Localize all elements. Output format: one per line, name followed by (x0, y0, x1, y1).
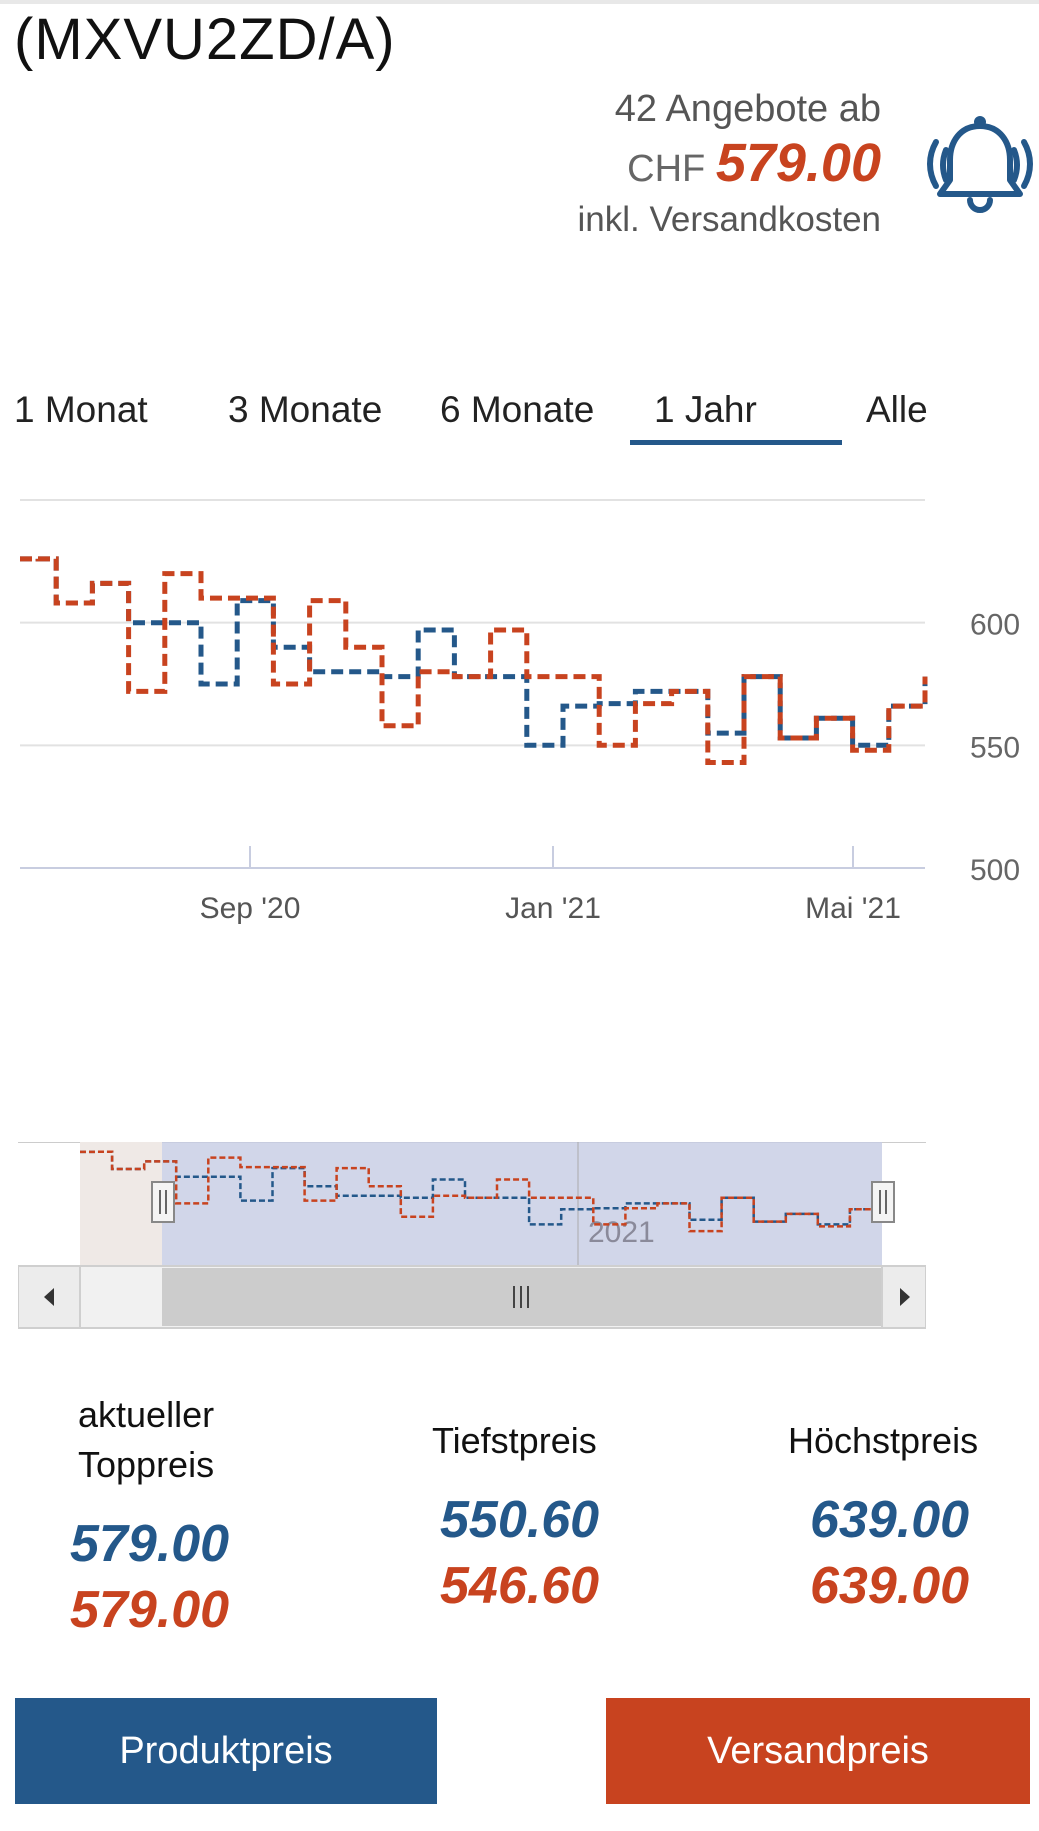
product-price-button[interactable]: Produktpreis (15, 1698, 437, 1804)
tab-1-monat[interactable]: 1 Monat (14, 389, 148, 430)
x-tick-label: Jan '21 (505, 892, 601, 925)
x-tick-label: Sep '20 (200, 892, 301, 925)
current-label-line2: Toppreis (78, 1444, 215, 1485)
series-line-produktpreis (20, 556, 928, 748)
caret-right-icon[interactable] (900, 1288, 910, 1306)
offers-count: 42 Angebote ab (614, 88, 881, 130)
navigator-right-handle[interactable] (871, 1181, 895, 1223)
series-line-versandpreis (20, 556, 928, 765)
currency-label: CHF (627, 148, 706, 190)
x-tick-label: Mai '21 (805, 892, 901, 925)
chart-grid (20, 499, 925, 869)
shipping-note: inkl. Versandkosten (577, 200, 881, 239)
price-history-chart: 600 550 500 Sep '20 Jan '21 Mai '21 (20, 499, 1020, 925)
tab-6-monate[interactable]: 6 Monate (440, 389, 595, 430)
tab-selected-indicator (630, 440, 842, 445)
navigator-left-handle[interactable] (151, 1181, 175, 1223)
navigator-series (80, 1150, 884, 1233)
grip-icon[interactable] (513, 1286, 529, 1308)
navigator-selected-range[interactable] (162, 1142, 882, 1266)
price-stats: aktueller Toppreis 579.00 579.00 Tiefstp… (0, 1390, 1039, 1670)
best-price-value: 579.00 (715, 133, 881, 193)
product-title: (MXVU2ZD/A) (14, 7, 396, 72)
tab-1-jahr[interactable]: 1 Jahr (654, 389, 757, 430)
caret-left-icon[interactable] (44, 1288, 54, 1306)
best-price: CHF 579.00 (577, 132, 881, 200)
current-shipping-price: 579.00 (70, 1581, 230, 1639)
current-label-line1: aktueller (78, 1394, 215, 1435)
bell-alert-icon[interactable] (926, 112, 1034, 222)
chart-navigator[interactable]: 2021 (18, 1142, 926, 1330)
low-shipping-price: 546.60 (440, 1557, 600, 1615)
y-tick-label: 500 (970, 854, 1020, 887)
y-axis-labels: 600 550 500 (970, 609, 1020, 887)
tab-3-monate[interactable]: 3 Monate (228, 389, 383, 430)
navigator-line-versandpreis (80, 1150, 884, 1233)
chart-series (20, 556, 928, 765)
high-shipping-price: 639.00 (810, 1557, 970, 1615)
tab-alle[interactable]: Alle (866, 389, 928, 430)
time-range-tabs: 1 Monat 3 Monate 6 Monate 1 Jahr Alle (0, 384, 940, 452)
high-product-price: 639.00 (810, 1491, 970, 1549)
low-product-price: 550.60 (440, 1491, 600, 1549)
offers-summary: 42 Angebote ab CHF 579.00 inkl. Versandk… (577, 86, 881, 240)
x-axis-labels: Sep '20 Jan '21 Mai '21 (200, 846, 901, 925)
navigator-year-label: 2021 (588, 1216, 655, 1249)
y-tick-label: 550 (970, 731, 1020, 764)
current-product-price: 579.00 (70, 1515, 230, 1573)
y-tick-label: 600 (970, 609, 1020, 642)
shipping-price-button[interactable]: Versandpreis (606, 1698, 1030, 1804)
low-price-label: Tiefstpreis (432, 1420, 597, 1461)
navigator-outside-range (80, 1142, 162, 1266)
high-price-label: Höchstpreis (788, 1420, 979, 1461)
top-divider (0, 0, 1039, 4)
